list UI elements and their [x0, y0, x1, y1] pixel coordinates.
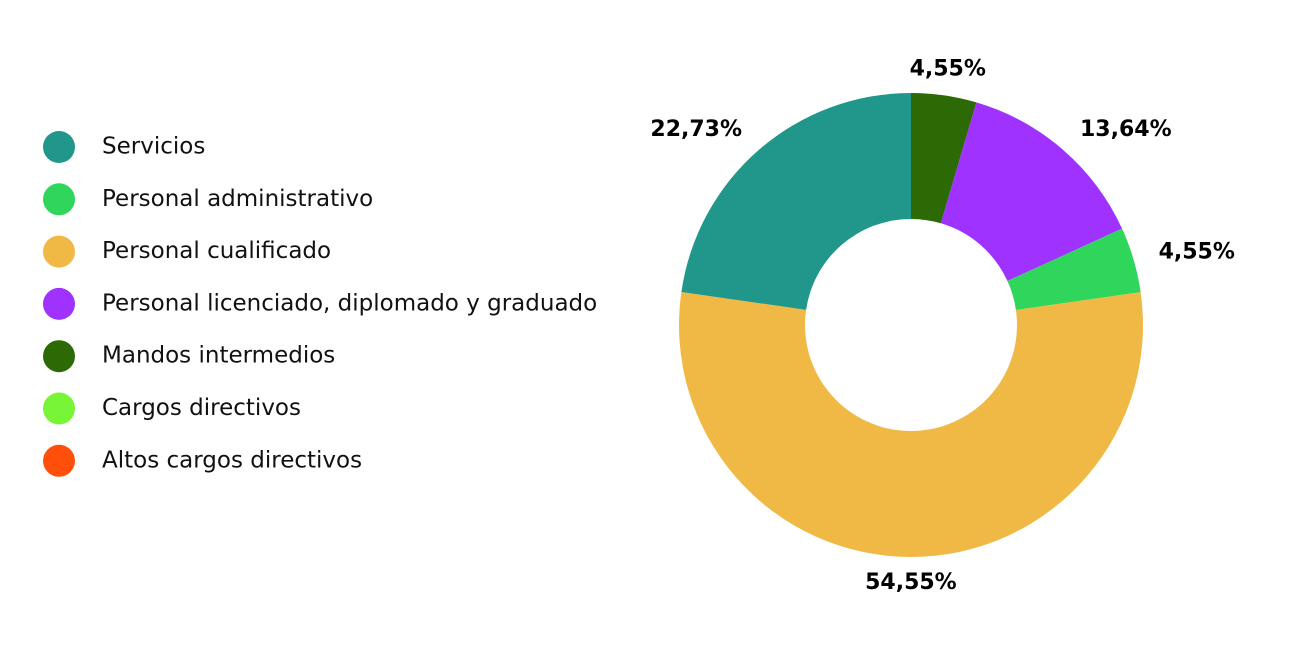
donut-segment	[911, 93, 977, 224]
donut-segment	[1007, 228, 1141, 310]
legend-label: Personal administrativo	[102, 186, 373, 212]
legend-swatch	[43, 392, 75, 425]
legend-label: Mandos intermedios	[102, 343, 335, 369]
data-label: 4,55%	[910, 57, 986, 82]
donut-segment	[940, 102, 1123, 281]
legend-label: Altos cargos directivos	[102, 447, 362, 473]
legend-swatch	[43, 444, 75, 477]
data-label: 54,55%	[865, 570, 957, 595]
legend-label: Servicios	[102, 134, 205, 160]
legend-label: Cargos directivos	[102, 395, 301, 421]
legend-swatch	[43, 235, 75, 268]
legend-swatch	[43, 340, 75, 373]
donut-segment	[679, 291, 1143, 557]
data-label: 13,64%	[1080, 117, 1172, 142]
data-label: 22,73%	[650, 117, 742, 142]
legend-swatch	[43, 287, 75, 320]
donut-segment	[681, 93, 911, 310]
legend-label: Personal licenciado, diplomado y graduad…	[102, 290, 597, 316]
legend-swatch	[43, 131, 75, 163]
legend-swatch	[43, 183, 75, 216]
data-label: 4,55%	[1159, 239, 1235, 264]
legend-label: Personal cualificado	[102, 238, 331, 264]
